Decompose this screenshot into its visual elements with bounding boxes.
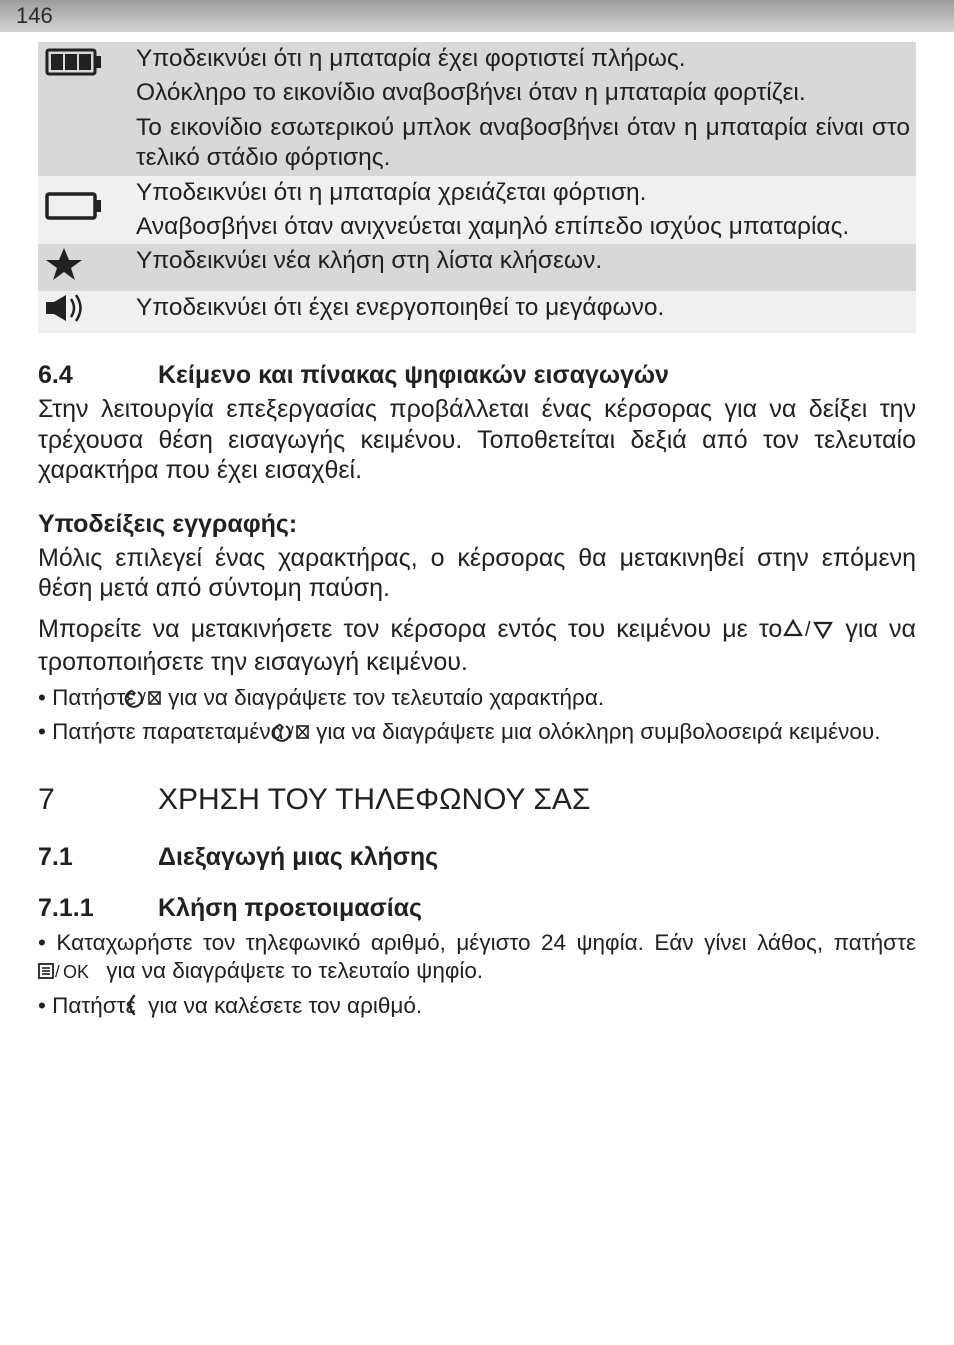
text-span: για να διαγράψετε τον τελευταίο χαρακτήρ… xyxy=(162,685,604,710)
list-item: Πατήστε παρατεταμένα / για να διαγράψετε… xyxy=(38,718,916,749)
section-number: 7.1 xyxy=(38,843,158,872)
page-number-bar: 146 xyxy=(0,0,954,32)
back-delete-icon: / xyxy=(142,687,162,715)
star-icon xyxy=(38,244,130,290)
section-number: 7.1.1 xyxy=(38,894,158,923)
section-6-4-heading: 6.4 Κείμενο και πίνακας ψηφιακών εισαγωγ… xyxy=(38,361,916,390)
hints-bullets: Πατήστε / για να διαγράψετε τον τελευταί… xyxy=(38,684,916,750)
svg-text:/: / xyxy=(141,689,146,708)
text-line: Αναβοσβήνει όταν ανιχνεύεται χαμηλό επίπ… xyxy=(136,212,910,242)
table-row: Υποδεικνύει ότι έχει ενεργοποιηθεί το με… xyxy=(38,291,916,333)
text-line: Ολόκληρο το εικονίδιο αναβοσβήνει όταν η… xyxy=(136,78,910,108)
text-line: Υποδεικνύει ότι η μπαταρία χρειάζεται φό… xyxy=(136,178,910,208)
chapter-7-heading: 7 ΧΡΗΣΗ ΤΟΥ ΤΗΛΕΦΩΝΟΥ ΣΑΣ xyxy=(38,783,916,817)
chapter-number: 7 xyxy=(38,783,158,817)
cell-text: Υποδεικνύει νέα κλήση στη λίστα κλήσεων. xyxy=(130,244,916,290)
section-title: Διεξαγωγή μιας κλήσης xyxy=(158,843,438,872)
text-span: Πατήστε παρατεταμένα xyxy=(52,719,290,744)
text-span: Μπορείτε να μετακινήσετε τον κέρσορα εντ… xyxy=(38,615,782,643)
section-7-1-heading: 7.1 Διεξαγωγή μιας κλήσης xyxy=(38,843,916,872)
list-item: Πατήστε για να καλέσετε τον αριθμό. xyxy=(38,992,916,1023)
speaker-icon xyxy=(38,291,130,333)
text-span: για να διαγράψετε μια ολόκληρη συμβολοσε… xyxy=(310,719,881,744)
svg-text:OK: OK xyxy=(63,962,89,981)
svg-text:/: / xyxy=(805,619,811,640)
page-content: Υποδεικνύει ότι η μπαταρία έχει φορτιστε… xyxy=(0,32,954,1057)
icon-description-table: Υποδεικνύει ότι η μπαταρία έχει φορτιστε… xyxy=(38,42,916,333)
text-span: για να διαγράψετε το τελευταίο ψηφίο. xyxy=(100,958,483,983)
text-span: για να καλέσετε τον αριθμό. xyxy=(142,993,422,1018)
cell-text: Υποδεικνύει ότι η μπαταρία έχει φορτιστε… xyxy=(130,42,916,176)
section-7-1-1-bullets: Καταχωρήστε τον τηλεφωνικό αριθμό, μέγισ… xyxy=(38,929,916,1023)
section-title: Κλήση προετοιμασίας xyxy=(158,894,422,923)
svg-text:/: / xyxy=(289,723,294,742)
svg-text:/: / xyxy=(55,962,60,981)
table-row: Υποδεικνύει ότι η μπαταρία χρειάζεται φό… xyxy=(38,176,916,245)
up-down-triangle-icon: / xyxy=(782,617,834,648)
section-7-1-1-heading: 7.1.1 Κλήση προετοιμασίας xyxy=(38,894,916,923)
battery-empty-icon xyxy=(38,176,130,245)
hints-heading: Υποδείξεις εγγραφής: xyxy=(38,510,916,539)
section-title: Κείμενο και πίνακας ψηφιακών εισαγωγών xyxy=(158,361,669,390)
text-line: Υποδεικνύει ότι η μπαταρία έχει φορτιστε… xyxy=(136,44,910,74)
section-6-4-body: Στην λειτουργία επεξεργασίας προβάλλεται… xyxy=(38,394,916,486)
chapter-title: ΧΡΗΣΗ ΤΟΥ ΤΗΛΕΦΩΝΟΥ ΣΑΣ xyxy=(158,783,590,817)
back-delete-icon: / xyxy=(290,721,310,749)
list-item: Καταχωρήστε τον τηλεφωνικό αριθμό, μέγισ… xyxy=(38,929,916,988)
section-number: 6.4 xyxy=(38,361,158,390)
text-span: Καταχωρήστε τον τηλεφωνικό αριθμό, μέγισ… xyxy=(56,930,916,955)
hints-para-1: Μόλις επιλεγεί ένας χαρακτήρας, ο κέρσορ… xyxy=(38,543,916,604)
table-row: Υποδεικνύει ότι η μπαταρία έχει φορτιστε… xyxy=(38,42,916,176)
cell-text: Υποδεικνύει ότι η μπαταρία χρειάζεται φό… xyxy=(130,176,916,245)
table-row: Υποδεικνύει νέα κλήση στη λίστα κλήσεων. xyxy=(38,244,916,290)
cell-text: Υποδεικνύει ότι έχει ενεργοποιηθεί το με… xyxy=(130,291,916,333)
battery-full-icon xyxy=(38,42,130,176)
text-line: Το εικονίδιο εσωτερικού μπλοκ αναβοσβήνε… xyxy=(136,113,910,174)
hints-para-2: Μπορείτε να μετακινήσετε τον κέρσορα εντ… xyxy=(38,614,916,678)
page-number: 146 xyxy=(16,3,53,29)
list-item: Πατήστε / για να διαγράψετε τον τελευταί… xyxy=(38,684,916,715)
menu-ok-icon: /OK xyxy=(58,960,100,988)
